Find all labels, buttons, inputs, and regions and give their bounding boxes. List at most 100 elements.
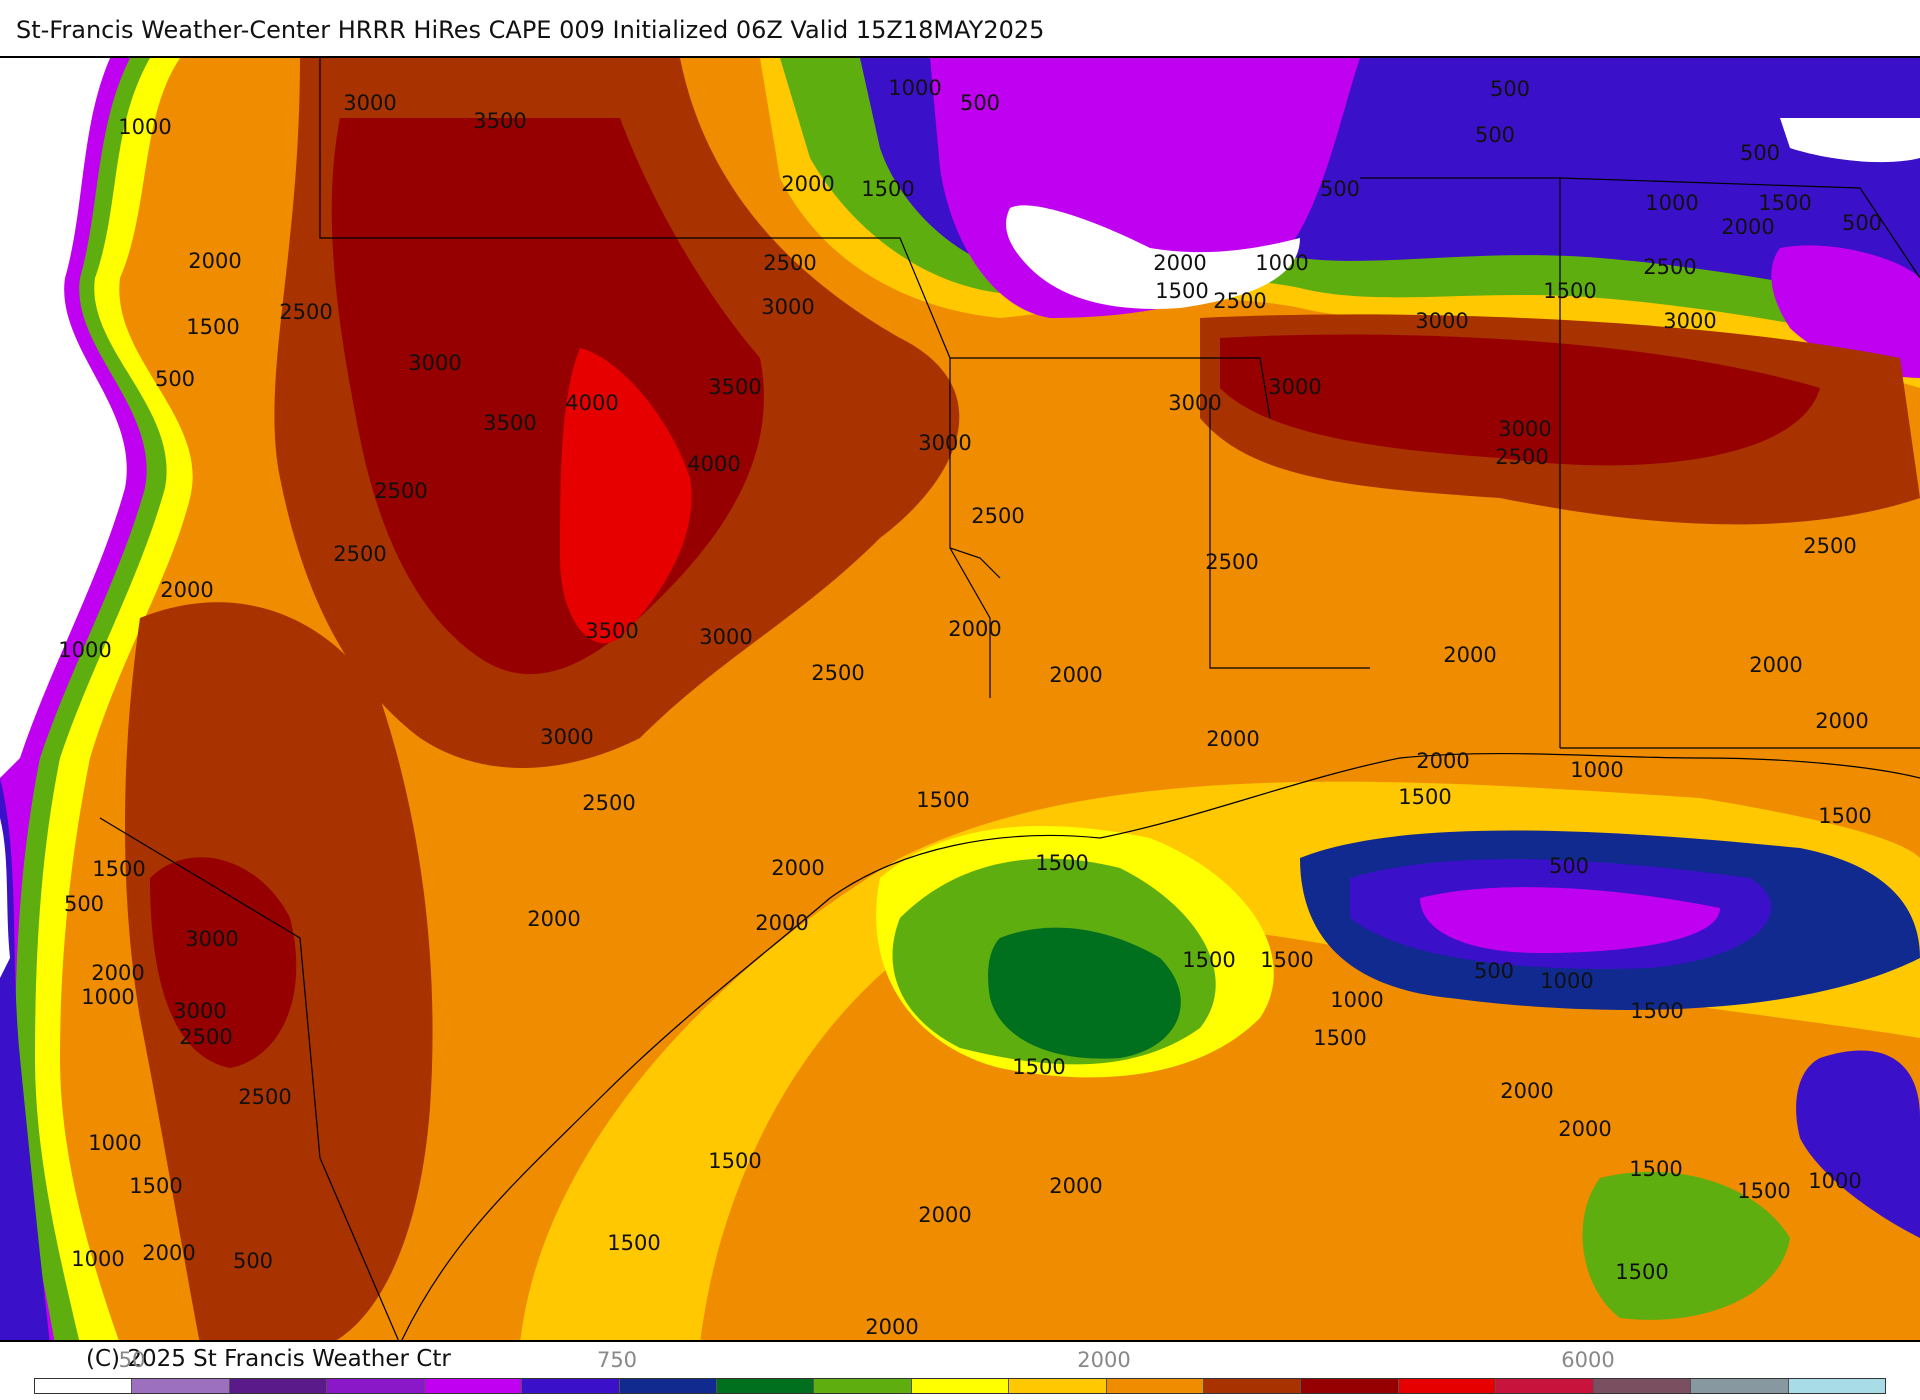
contour-label: 1000 — [1330, 988, 1383, 1012]
contour-label: 1000 — [1540, 969, 1593, 993]
colorbar-swatch — [1495, 1379, 1593, 1393]
contour-label: 2500 — [238, 1085, 291, 1109]
contour-label: 3000 — [185, 927, 238, 951]
colorbar-swatch — [1592, 1379, 1691, 1393]
gulf-darkgreen-core — [988, 927, 1181, 1059]
sw-blue-band — [0, 778, 50, 1340]
contour-label: 500 — [233, 1249, 273, 1273]
contour-label: 500 — [1549, 854, 1589, 878]
colorbar-swatch — [1397, 1379, 1496, 1393]
contour-label: 3000 — [1415, 309, 1468, 333]
contour-label: 2500 — [1205, 550, 1258, 574]
contour-label: 2000 — [948, 617, 1001, 641]
contour-label: 1500 — [186, 315, 239, 339]
contour-label: 2000 — [755, 911, 808, 935]
contour-label: 500 — [1490, 77, 1530, 101]
contour-label: 2000 — [1153, 251, 1206, 275]
contour-label: 2000 — [1206, 727, 1259, 751]
contour-label: 2500 — [1803, 534, 1856, 558]
contour-label: 2000 — [1815, 709, 1868, 733]
contour-label: 2000 — [160, 578, 213, 602]
colorbar-swatch — [910, 1379, 1009, 1393]
contour-label: 3000 — [540, 725, 593, 749]
colorbar-swatch — [813, 1379, 911, 1393]
contour-label: 3500 — [585, 619, 638, 643]
contour-label: 3000 — [699, 625, 752, 649]
colorbar-swatch — [35, 1379, 132, 1393]
contour-label: 500 — [155, 367, 195, 391]
contour-label: 2000 — [142, 1241, 195, 1265]
contour-label: 1500 — [1758, 191, 1811, 215]
colorbar-swatch — [1787, 1379, 1886, 1393]
contour-label: 1500 — [1818, 804, 1871, 828]
se-green-area — [1582, 1171, 1790, 1320]
contour-label: 500 — [1475, 123, 1515, 147]
colorbar-swatch — [1300, 1379, 1398, 1393]
contour-label: 1000 — [118, 115, 171, 139]
contour-label: 1000 — [1645, 191, 1698, 215]
contour-label: 3000 — [1168, 391, 1221, 415]
contour-label: 2000 — [1721, 215, 1774, 239]
contour-label: 2000 — [1558, 1117, 1611, 1141]
contour-label: 1000 — [1808, 1169, 1861, 1193]
contour-label: 2500 — [1643, 255, 1696, 279]
contour-label: 2500 — [763, 251, 816, 275]
contour-label: 1500 — [1615, 1260, 1668, 1284]
ne-magenta-area — [1771, 245, 1920, 378]
contour-label: 1500 — [1630, 999, 1683, 1023]
plains-red-max — [560, 348, 692, 644]
contour-label: 1500 — [1629, 1157, 1682, 1181]
contour-label: 1500 — [1182, 948, 1235, 972]
contour-label: 1500 — [1035, 851, 1088, 875]
contour-label: 2500 — [582, 791, 635, 815]
colorbar-tick: 6000 — [1561, 1348, 1615, 1372]
contour-label: 1500 — [861, 177, 914, 201]
contour-label: 1500 — [607, 1231, 660, 1255]
contour-label: 500 — [1474, 959, 1514, 983]
ne-no-cape — [1780, 118, 1920, 163]
contour-label: 2000 — [781, 172, 834, 196]
contour-label: 2500 — [333, 542, 386, 566]
contour-label: 2500 — [179, 1025, 232, 1049]
contour-label: 1000 — [71, 1247, 124, 1271]
colorbar — [34, 1378, 1886, 1394]
contour-label: 500 — [1842, 211, 1882, 235]
contour-label: 1000 — [888, 76, 941, 100]
contour-label: 4000 — [565, 391, 618, 415]
contour-label: 3000 — [173, 999, 226, 1023]
contour-label: 3000 — [408, 351, 461, 375]
contour-label: 1500 — [1155, 279, 1208, 303]
contour-label: 3000 — [918, 431, 971, 455]
contour-label: 2500 — [1213, 289, 1266, 313]
contour-label: 1500 — [129, 1174, 182, 1198]
contour-label: 2500 — [374, 479, 427, 503]
contour-label: 1500 — [708, 1149, 761, 1173]
copyright-text: (C) 2025 St Francis Weather Ctr — [86, 1346, 451, 1372]
contour-label: 4000 — [687, 452, 740, 476]
contour-label: 2000 — [1500, 1079, 1553, 1103]
contour-label: 1500 — [1012, 1055, 1065, 1079]
colorbar-tick: 750 — [596, 1348, 638, 1372]
contour-label: 1000 — [81, 985, 134, 1009]
contour-label: 2000 — [1416, 749, 1469, 773]
colorbar-swatch — [715, 1379, 814, 1393]
contour-label: 1500 — [1543, 279, 1596, 303]
gulf-magenta-core — [1420, 887, 1720, 953]
contour-label: 1000 — [1570, 758, 1623, 782]
colorbar-swatch — [1690, 1379, 1788, 1393]
colorbar-swatch — [131, 1379, 229, 1393]
contour-label: 500 — [64, 892, 104, 916]
contour-label: 3000 — [761, 295, 814, 319]
colorbar-swatch — [423, 1379, 522, 1393]
contour-label: 1000 — [58, 638, 111, 662]
contour-label: 2000 — [1749, 653, 1802, 677]
sw-darkred-core — [150, 857, 297, 1068]
contour-label: 500 — [1320, 177, 1360, 201]
contour-label: 500 — [960, 91, 1000, 115]
contour-label: 1500 — [916, 788, 969, 812]
pacific-no-cape — [0, 58, 127, 778]
colorbar-swatch — [1008, 1379, 1106, 1393]
page-title: St-Francis Weather-Center HRRR HiRes CAP… — [16, 16, 1045, 44]
